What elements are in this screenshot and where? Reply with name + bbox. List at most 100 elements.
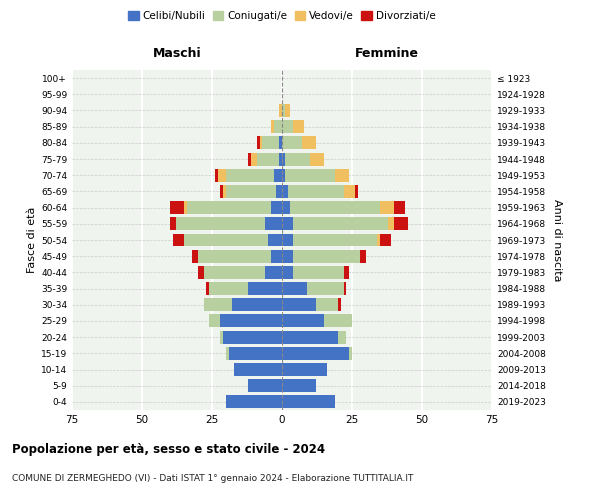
Bar	[316, 298, 338, 311]
Bar	[209, 282, 248, 295]
Bar	[279, 136, 282, 149]
Bar	[282, 152, 285, 166]
Bar	[285, 152, 310, 166]
Bar	[203, 298, 232, 311]
Bar	[282, 298, 316, 311]
Bar	[277, 185, 282, 198]
Bar	[394, 218, 408, 230]
Bar	[380, 201, 394, 214]
Bar	[279, 152, 282, 166]
Bar	[262, 136, 279, 149]
Bar	[282, 185, 287, 198]
Bar	[260, 136, 262, 149]
Bar	[282, 250, 293, 262]
Bar	[226, 185, 277, 198]
Bar	[282, 234, 293, 246]
Bar	[282, 120, 293, 133]
Bar	[290, 201, 380, 214]
Bar	[335, 169, 349, 181]
Bar	[355, 185, 358, 198]
Bar	[203, 266, 265, 279]
Bar	[282, 379, 316, 392]
Bar	[293, 234, 377, 246]
Bar	[282, 104, 285, 117]
Bar	[248, 379, 282, 392]
Bar	[282, 169, 285, 181]
Bar	[274, 120, 282, 133]
Bar	[271, 201, 282, 214]
Bar	[193, 250, 198, 262]
Bar	[287, 185, 344, 198]
Bar	[282, 266, 293, 279]
Bar	[248, 152, 251, 166]
Bar	[257, 152, 279, 166]
Bar	[198, 266, 203, 279]
Legend: Celibi/Nubili, Coniugati/e, Vedovi/e, Divorziati/e: Celibi/Nubili, Coniugati/e, Vedovi/e, Di…	[124, 7, 440, 26]
Bar	[310, 152, 324, 166]
Bar	[184, 201, 187, 214]
Bar	[344, 282, 346, 295]
Bar	[344, 266, 349, 279]
Bar	[282, 218, 293, 230]
Y-axis label: Fasce di età: Fasce di età	[27, 207, 37, 273]
Bar	[215, 169, 218, 181]
Bar	[293, 218, 388, 230]
Bar	[282, 314, 324, 328]
Bar	[257, 136, 260, 149]
Bar	[282, 201, 290, 214]
Bar	[338, 330, 346, 344]
Bar	[285, 104, 290, 117]
Bar	[282, 282, 307, 295]
Bar	[361, 250, 366, 262]
Bar	[293, 250, 361, 262]
Y-axis label: Anni di nascita: Anni di nascita	[551, 198, 562, 281]
Bar	[307, 282, 344, 295]
Bar	[223, 185, 226, 198]
Bar	[206, 282, 209, 295]
Bar	[293, 266, 344, 279]
Bar	[223, 330, 282, 344]
Bar	[271, 120, 274, 133]
Bar	[220, 330, 223, 344]
Bar	[285, 169, 335, 181]
Bar	[344, 185, 355, 198]
Bar	[265, 266, 282, 279]
Bar	[394, 201, 405, 214]
Text: COMUNE DI ZERMEGHEDO (VI) - Dati ISTAT 1° gennaio 2024 - Elaborazione TUTTITALIA: COMUNE DI ZERMEGHEDO (VI) - Dati ISTAT 1…	[12, 474, 413, 483]
Bar	[282, 330, 338, 344]
Bar	[282, 347, 349, 360]
Text: Femmine: Femmine	[355, 48, 419, 60]
Bar	[271, 250, 282, 262]
Bar	[282, 136, 302, 149]
Bar	[220, 185, 223, 198]
Bar	[209, 314, 220, 328]
Bar	[388, 218, 394, 230]
Bar	[279, 104, 282, 117]
Bar	[302, 136, 316, 149]
Bar	[274, 169, 282, 181]
Bar	[218, 169, 226, 181]
Bar	[220, 314, 282, 328]
Bar	[170, 218, 176, 230]
Bar	[324, 314, 352, 328]
Bar	[226, 169, 274, 181]
Bar	[251, 152, 257, 166]
Bar	[184, 234, 268, 246]
Bar	[176, 218, 265, 230]
Bar	[377, 234, 380, 246]
Bar	[173, 234, 184, 246]
Bar	[229, 347, 282, 360]
Bar	[282, 363, 327, 376]
Bar	[338, 298, 341, 311]
Bar	[232, 298, 282, 311]
Bar	[187, 201, 271, 214]
Bar	[268, 234, 282, 246]
Bar	[293, 120, 304, 133]
Text: Maschi: Maschi	[152, 48, 202, 60]
Bar	[349, 347, 352, 360]
Text: Popolazione per età, sesso e stato civile - 2024: Popolazione per età, sesso e stato civil…	[12, 442, 325, 456]
Bar	[282, 396, 335, 408]
Bar	[248, 282, 282, 295]
Bar	[265, 218, 282, 230]
Bar	[380, 234, 391, 246]
